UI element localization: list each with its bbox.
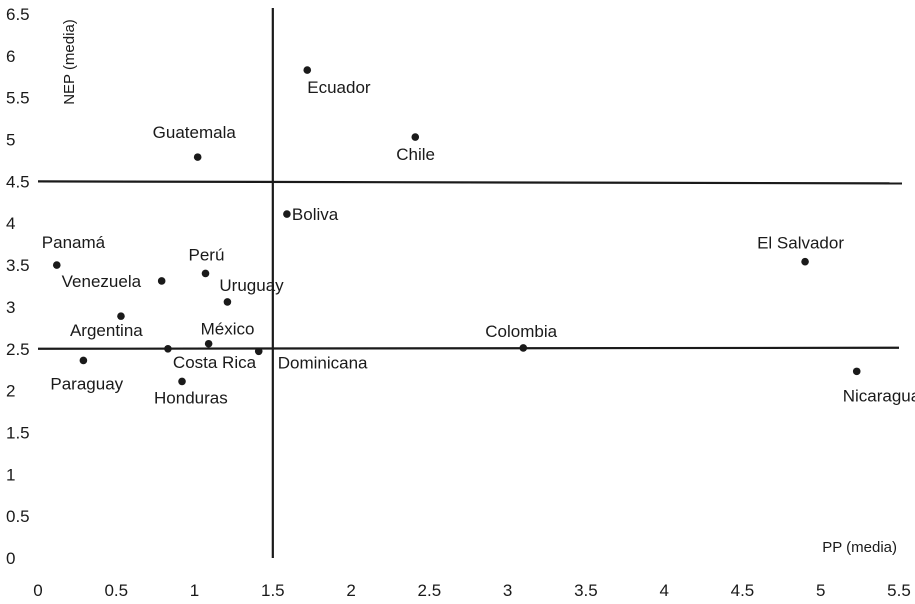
y-tick-label: 0 (6, 549, 15, 568)
data-point (204, 339, 213, 348)
y-tick-label: 5.5 (6, 89, 30, 108)
data-point (852, 367, 861, 376)
point-label: Uruguay (219, 276, 284, 295)
point-label: Argentina (70, 321, 143, 340)
point-label: Venezuela (62, 272, 142, 291)
y-tick-label: 0.5 (6, 507, 30, 526)
point-label: México (201, 320, 255, 339)
x-tick-label: 1 (190, 581, 199, 600)
point-label: Perú (189, 245, 225, 264)
data-point (254, 347, 263, 356)
point-label: Guatemala (153, 123, 237, 142)
horizontal-reference-line-upper (37, 180, 903, 185)
y-tick-label: 6.5 (6, 5, 30, 24)
data-point (164, 344, 172, 353)
x-tick-label: 0 (33, 581, 42, 600)
y-tick-label: 4.5 (6, 172, 30, 191)
point-label: Paraguay (50, 374, 123, 393)
x-tick-label: 2 (346, 581, 355, 600)
point-label: Panamá (42, 233, 106, 252)
x-tick-label: 5.5 (887, 581, 911, 600)
point-label: Colombia (485, 322, 557, 341)
y-tick-label: 5 (6, 131, 15, 150)
y-axis-label: NEP (media) (61, 19, 78, 105)
data-point (79, 356, 88, 365)
x-tick-label: 4 (659, 581, 668, 600)
x-tick-label: 4.5 (731, 581, 755, 600)
data-point (52, 261, 61, 269)
x-tick-label: 0.5 (104, 581, 128, 600)
data-point (201, 269, 210, 278)
y-tick-label: 3 (6, 298, 15, 317)
point-label: Honduras (154, 388, 228, 407)
data-point (303, 66, 312, 74)
point-label: Nicaragua (843, 386, 915, 405)
data-point (801, 257, 809, 266)
data-point (193, 153, 202, 161)
data-point (178, 377, 186, 386)
y-tick-label: 2.5 (6, 340, 30, 359)
y-tick-label: 4 (6, 214, 15, 233)
data-point (283, 210, 291, 218)
data-point (411, 133, 420, 141)
y-tick-label: 1.5 (6, 423, 30, 442)
x-tick-label: 3 (503, 581, 512, 600)
data-point (157, 277, 166, 285)
point-label: Chile (396, 145, 435, 164)
y-tick-label: 6 (6, 47, 15, 66)
point-label: Ecuador (307, 78, 371, 97)
point-label: Costa Rica (173, 353, 257, 372)
y-tick-label: 2 (6, 382, 15, 401)
data-point (519, 344, 528, 352)
x-tick-label: 5 (816, 581, 825, 600)
y-tick-label: 1 (6, 465, 15, 484)
y-tick-label: 3.5 (6, 256, 30, 275)
x-tick-label: 1.5 (261, 581, 285, 600)
point-label: Dominicana (278, 353, 368, 372)
data-point (117, 312, 125, 320)
x-tick-label: 3.5 (574, 581, 598, 600)
horizontal-reference-line-lower (37, 346, 900, 350)
data-point (223, 298, 232, 306)
x-axis-label: PP (media) (822, 539, 897, 556)
point-label: El Salvador (757, 234, 844, 253)
point-label: Boliva (292, 205, 339, 224)
x-tick-label: 2.5 (418, 581, 442, 600)
